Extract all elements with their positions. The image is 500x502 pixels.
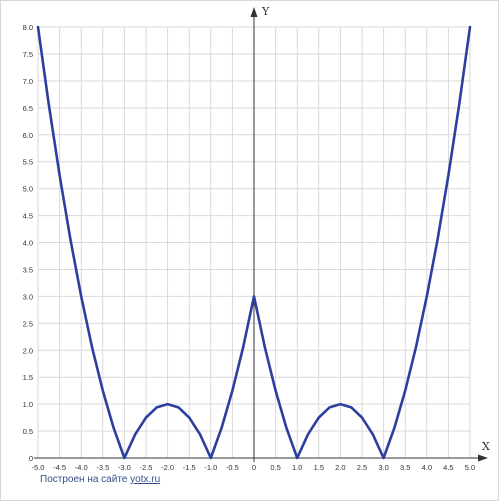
- series-line: [36, 25, 472, 460]
- x-tick-label: 1.5: [314, 463, 324, 472]
- y-tick-label: 3.5: [23, 265, 33, 274]
- x-tick-label: 4.5: [443, 463, 453, 472]
- x-tick-label: 1.0: [292, 463, 302, 472]
- x-tick-label: 2.0: [335, 463, 345, 472]
- y-tick-label: 1.5: [23, 373, 33, 382]
- y-tick-label: 2.0: [23, 346, 33, 355]
- y-tick-label: 0: [29, 454, 33, 463]
- y-tick-label: 2.5: [23, 319, 33, 328]
- y-tick-label: 1.0: [23, 400, 33, 409]
- x-tick-label: -3.0: [118, 463, 131, 472]
- x-tick-label: -3.5: [96, 463, 109, 472]
- x-tick-label: 3.5: [400, 463, 410, 472]
- y-tick-label: 7.0: [23, 77, 33, 86]
- site-credit: Построен на сайте yotx.ru: [40, 474, 160, 485]
- x-tick-label: -2.5: [140, 463, 153, 472]
- x-tick-label: 5.0: [465, 463, 475, 472]
- y-tick-label: 7.5: [23, 50, 33, 59]
- credit-link[interactable]: yotx.ru: [130, 474, 161, 485]
- x-tick-label: -4.5: [53, 463, 66, 472]
- x-tick-label: 3.0: [378, 463, 388, 472]
- y-tick-label: 8.0: [23, 23, 33, 32]
- x-tick-label: -1.0: [204, 463, 217, 472]
- y-tick-label: 4.5: [23, 212, 33, 221]
- x-tick-label: -5.0: [32, 463, 45, 472]
- x-tick-label: -4.0: [75, 463, 88, 472]
- x-axis-arrow: [478, 454, 488, 462]
- x-tick-label: 4.0: [422, 463, 432, 472]
- x-tick-label: -2.0: [161, 463, 174, 472]
- y-tick-label: 6.0: [23, 131, 33, 140]
- y-tick-label: 3.0: [23, 292, 33, 301]
- y-axis-arrow: [250, 7, 258, 17]
- y-tick-label: 6.5: [23, 104, 33, 113]
- x-tick-label: 2.5: [357, 463, 367, 472]
- y-tick-label: 4.0: [23, 239, 33, 248]
- y-tick-label: 0.5: [23, 427, 33, 436]
- y-axis-label: Y: [261, 5, 270, 18]
- x-tick-label: 0: [252, 463, 256, 472]
- y-tick-label: 5.5: [23, 158, 33, 167]
- x-tick-label: -1.5: [183, 463, 196, 472]
- x-tick-label: -0.5: [226, 463, 239, 472]
- x-tick-label: 0.5: [270, 463, 280, 472]
- y-tick-label: 5.0: [23, 185, 33, 194]
- credit-prefix: Построен на сайте: [40, 474, 128, 485]
- x-axis-label: X: [482, 440, 490, 453]
